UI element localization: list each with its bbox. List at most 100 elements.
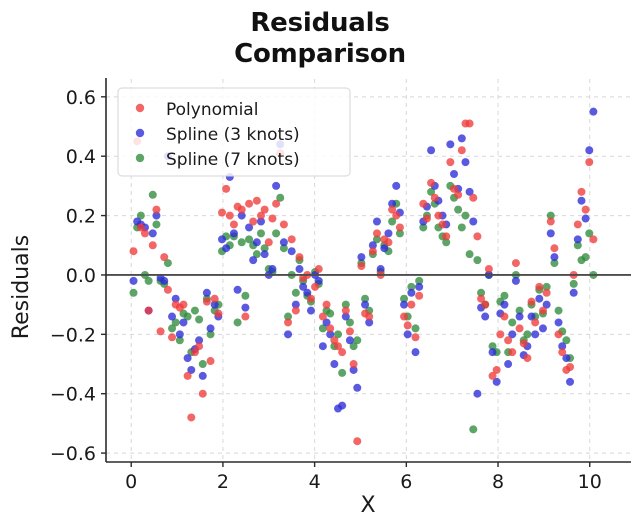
- data-point: [372, 229, 381, 238]
- data-point: [306, 306, 315, 315]
- data-point: [160, 276, 169, 285]
- data-point: [365, 312, 374, 321]
- data-point: [554, 306, 563, 315]
- data-point: [372, 235, 381, 244]
- data-point: [542, 282, 551, 291]
- legend-marker-icon: [135, 128, 145, 138]
- data-point: [573, 220, 582, 229]
- data-point: [511, 276, 520, 285]
- data-point: [249, 217, 258, 226]
- data-point: [566, 362, 575, 371]
- data-point: [446, 140, 455, 149]
- data-point: [198, 360, 207, 369]
- x-tick-label: 6: [400, 471, 412, 493]
- data-point: [508, 330, 517, 339]
- y-tick-label: −0.4: [50, 384, 96, 406]
- data-point: [163, 259, 172, 268]
- legend-box: [117, 87, 351, 177]
- y-tick-label: 0.4: [66, 146, 96, 168]
- data-point: [353, 383, 362, 392]
- data-point: [183, 371, 192, 380]
- data-point: [388, 199, 397, 208]
- data-point: [469, 217, 478, 226]
- data-point: [314, 276, 323, 285]
- data-point: [577, 196, 586, 205]
- data-point: [222, 244, 231, 253]
- data-point: [473, 256, 482, 265]
- data-point: [484, 265, 493, 274]
- data-point: [504, 360, 513, 369]
- data-point: [419, 199, 428, 208]
- data-point: [542, 300, 551, 309]
- data-point: [175, 336, 184, 345]
- data-point: [469, 193, 478, 202]
- data-point: [237, 211, 246, 220]
- axes-spines: [105, 78, 631, 463]
- data-point: [202, 288, 211, 297]
- legend-marker-icon: [135, 153, 145, 163]
- data-point: [535, 282, 544, 291]
- data-point: [511, 259, 520, 268]
- y-axis-label: Residuals: [9, 235, 34, 339]
- data-point: [195, 336, 204, 345]
- x-tick-label: 2: [217, 471, 229, 493]
- data-point: [152, 205, 161, 214]
- data-point: [473, 389, 482, 398]
- data-point: [585, 229, 594, 238]
- data-point: [400, 300, 409, 309]
- data-point: [233, 318, 242, 327]
- data-point: [515, 324, 524, 333]
- legend-item[interactable]: Spline (3 knots): [135, 125, 300, 145]
- data-point: [438, 220, 447, 229]
- data-point: [376, 265, 385, 274]
- data-point: [411, 333, 420, 342]
- data-point: [407, 300, 416, 309]
- data-point: [338, 401, 347, 410]
- data-point: [198, 371, 207, 380]
- data-point: [395, 229, 404, 238]
- data-point: [388, 205, 397, 214]
- data-point: [318, 312, 327, 321]
- data-point: [546, 229, 555, 238]
- data-point: [222, 184, 231, 193]
- data-point: [291, 288, 300, 297]
- data-point: [187, 365, 196, 374]
- data-point: [515, 312, 524, 321]
- data-point: [287, 235, 296, 244]
- data-point: [357, 262, 366, 271]
- legend-item[interactable]: Spline (7 knots): [135, 150, 300, 170]
- data-point: [488, 348, 497, 357]
- data-point: [341, 306, 350, 315]
- data-point: [218, 208, 226, 217]
- legend-label: Spline (7 knots): [166, 150, 300, 170]
- data-point: [341, 312, 350, 321]
- data-point: [361, 300, 370, 309]
- data-point: [330, 360, 339, 369]
- data-point: [349, 342, 358, 351]
- series-1: [129, 119, 598, 446]
- series-2: [129, 107, 598, 413]
- data-point: [492, 365, 501, 374]
- data-point: [334, 342, 343, 351]
- data-point: [403, 330, 412, 339]
- data-point: [535, 294, 544, 303]
- data-point: [195, 315, 204, 324]
- data-point: [183, 354, 192, 363]
- data-point: [427, 178, 436, 187]
- data-point: [581, 253, 590, 262]
- data-point: [245, 223, 254, 232]
- legend-item[interactable]: Polynomial: [135, 100, 259, 120]
- data-point: [264, 238, 273, 247]
- data-point: [473, 232, 482, 241]
- data-point: [245, 199, 254, 208]
- chart-legend[interactable]: Polynomial Spline (3 knots) Spline (7 knot…: [117, 87, 351, 177]
- data-point: [488, 342, 497, 351]
- data-point: [454, 190, 463, 199]
- data-point: [175, 330, 184, 339]
- x-tick-labels: 0 2 4 6 8 10: [125, 471, 602, 493]
- data-point: [210, 294, 219, 303]
- data-point: [338, 348, 347, 357]
- data-point: [442, 232, 451, 241]
